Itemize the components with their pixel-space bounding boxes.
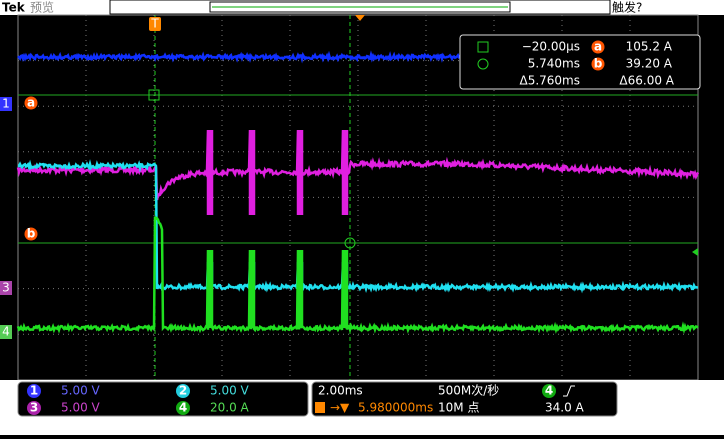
readout-circle-icon bbox=[477, 58, 489, 70]
cursor-b-circle bbox=[344, 237, 356, 249]
cursor-a-box bbox=[148, 89, 160, 101]
ch3-marker-bg bbox=[0, 281, 12, 295]
trigger-pos-icon bbox=[315, 402, 325, 413]
channel-scale: 5.00 V bbox=[210, 384, 250, 398]
cursor-b-marker-bg bbox=[24, 227, 38, 241]
channel-scale: 20.0 A bbox=[210, 401, 250, 415]
ch4-marker-bg bbox=[0, 325, 12, 339]
cursor-a-marker-bg bbox=[24, 96, 38, 110]
cursor-b-marker: b bbox=[27, 227, 36, 241]
ch1-marker: 1 bbox=[2, 97, 10, 111]
ch1-marker-bg bbox=[0, 97, 12, 111]
time-a: −20.00μs bbox=[522, 40, 580, 54]
timebase-panel bbox=[311, 381, 618, 417]
trigger-level-marker bbox=[692, 248, 698, 256]
readout-b: b bbox=[594, 57, 603, 71]
delta-value: Δ66.00 A bbox=[619, 74, 674, 88]
sample-rate: 500M次/秒 bbox=[438, 384, 499, 398]
trigger-state: 触发? bbox=[612, 0, 642, 15]
trigger-marker: T bbox=[150, 17, 159, 31]
trigger-slope bbox=[563, 385, 575, 397]
channel-scale: 5.00 V bbox=[61, 401, 101, 415]
channel-id: 4 bbox=[179, 401, 187, 415]
brand: Tek bbox=[2, 1, 26, 15]
trigger-position: 5.980000ms bbox=[358, 401, 433, 415]
ch3-marker: 3 bbox=[2, 281, 10, 295]
trigger-level: 34.0 A bbox=[545, 401, 585, 415]
channel-id: 3 bbox=[30, 401, 38, 415]
record-length: 10M 点 bbox=[438, 401, 479, 415]
trigger-pos-arrow: →▼ bbox=[330, 401, 350, 415]
readout-box-icon bbox=[477, 41, 489, 53]
channel-id: 1 bbox=[30, 384, 38, 398]
trigger-marker-bg bbox=[149, 17, 161, 31]
time-b: 5.740ms bbox=[528, 57, 580, 71]
channel-badge bbox=[176, 384, 190, 398]
readout-a-bg bbox=[591, 40, 605, 54]
delta-time: Δ5.760ms bbox=[519, 74, 580, 88]
trigger-pos-marker bbox=[355, 15, 365, 21]
channel-badge bbox=[27, 401, 41, 415]
readout-a: a bbox=[594, 40, 602, 54]
trace-ch3 bbox=[16, 129, 700, 215]
readout-b-bg bbox=[591, 57, 605, 71]
cursor-a-marker: a bbox=[27, 96, 35, 110]
channel-id: 2 bbox=[179, 384, 187, 398]
trigger-source: 4 bbox=[545, 384, 553, 398]
channel-panel bbox=[17, 381, 309, 417]
channel-badge bbox=[27, 384, 41, 398]
channel-badge bbox=[176, 401, 190, 415]
status: 预览 bbox=[30, 0, 54, 15]
ch4-marker: 4 bbox=[2, 325, 10, 339]
cursor-readout bbox=[459, 34, 701, 90]
value-a: 105.2 A bbox=[626, 40, 673, 54]
value-b: 39.20 A bbox=[626, 57, 673, 71]
trace-ch4 bbox=[16, 216, 699, 335]
time-scale: 2.00ms bbox=[318, 384, 363, 398]
channel-scale: 5.00 V bbox=[61, 384, 101, 398]
trigger-source-bg bbox=[542, 384, 556, 398]
